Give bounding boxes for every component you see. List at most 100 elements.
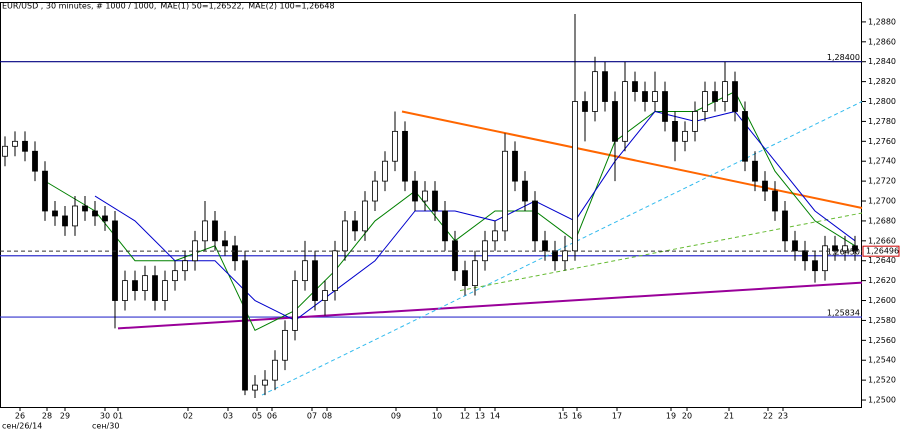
candle-body xyxy=(762,180,768,192)
candle-body xyxy=(242,260,248,391)
candle-body xyxy=(302,260,308,282)
candle-body xyxy=(282,329,288,361)
candle-body xyxy=(462,270,468,287)
candle-body xyxy=(82,205,88,212)
candle-body xyxy=(442,210,448,242)
x-tick-label: 15 xyxy=(558,412,568,421)
x-tick-label: 22 xyxy=(763,412,773,421)
candle-body xyxy=(52,210,58,217)
x-tick-label: 29 xyxy=(60,412,70,421)
x-tick-label: 10 xyxy=(432,412,442,421)
date-label: сен/26/14 xyxy=(2,422,42,431)
candle-body xyxy=(332,250,338,291)
candle-body xyxy=(802,250,808,262)
candle-body xyxy=(492,230,498,242)
candle-body xyxy=(602,71,608,102)
candle-body xyxy=(272,359,278,381)
candle-body xyxy=(662,91,668,122)
candle-body xyxy=(582,101,588,112)
y-tick-label: 1,2580 xyxy=(868,316,896,325)
x-tick-label: 07 xyxy=(307,412,317,421)
candle-body xyxy=(182,260,188,272)
candle-body xyxy=(172,270,178,282)
candle-body xyxy=(202,220,208,242)
y-tick-label: 1,2800 xyxy=(868,97,896,106)
candle-body xyxy=(132,280,138,291)
x-tick-label: 14 xyxy=(490,412,500,421)
trend-line xyxy=(117,281,863,330)
candle-body xyxy=(72,205,78,227)
y-tick-label: 1,2640 xyxy=(868,256,896,265)
x-tick-label: 21 xyxy=(724,412,734,421)
candle-body xyxy=(632,81,638,92)
candle-body xyxy=(592,71,598,112)
y-tick-label: 1,2840 xyxy=(868,57,896,66)
candle-body xyxy=(842,245,848,252)
x-tick-label: 28 xyxy=(42,412,52,421)
candle-body xyxy=(562,250,568,262)
y-tick-label: 1,2600 xyxy=(868,296,896,305)
y-tick-label: 1,2520 xyxy=(868,376,896,385)
y-tick-label: 1,2680 xyxy=(868,216,896,225)
candle-body xyxy=(732,81,738,112)
candle-body xyxy=(812,260,818,272)
candle-body xyxy=(792,240,798,252)
candle-body xyxy=(232,245,238,262)
candle-body xyxy=(452,240,458,272)
candle-body xyxy=(312,260,318,301)
candle-body xyxy=(102,215,108,222)
y-tick-label: 1,2620 xyxy=(868,276,896,285)
candle-body xyxy=(2,145,8,157)
x-tick-label: 26 xyxy=(15,412,25,421)
trend-line xyxy=(459,212,863,292)
candle-body xyxy=(412,180,418,202)
candle-body xyxy=(62,215,68,227)
trend-line xyxy=(261,101,863,396)
date-label: сен/30 xyxy=(92,422,119,431)
candle-body xyxy=(652,91,658,102)
x-tick-label: 06 xyxy=(267,412,277,421)
candle-body xyxy=(612,101,618,142)
level-label: 1,26450 xyxy=(827,247,860,256)
x-tick-label: 03 xyxy=(223,412,233,421)
candle-body xyxy=(12,140,18,147)
candle-body xyxy=(32,150,38,172)
candle-body xyxy=(722,81,728,102)
candle-body xyxy=(572,101,578,252)
current-price-box xyxy=(862,245,900,257)
chart-title: MAE(2) 100=1,26648 xyxy=(248,2,334,11)
y-tick-label: 1,2760 xyxy=(868,137,896,146)
y-tick-label: 1,2740 xyxy=(868,157,896,166)
x-tick-label: 05 xyxy=(252,412,262,421)
candle-body xyxy=(672,121,678,142)
candle-body xyxy=(382,160,388,182)
candle-body xyxy=(422,190,428,202)
candle-body xyxy=(542,240,548,252)
y-tick-label: 1,2660 xyxy=(868,236,896,245)
x-tick-label: 01 xyxy=(113,412,123,421)
chart-title: MAE(1) 50=1,26522, xyxy=(160,2,244,11)
y-tick-label: 1,2540 xyxy=(868,356,896,365)
level-label: 1,28400 xyxy=(827,53,860,62)
x-tick-label: 16 xyxy=(572,412,582,421)
candle-body xyxy=(252,384,258,391)
candle-body xyxy=(22,140,28,152)
candle-body xyxy=(622,81,628,142)
y-tick-label: 1,2560 xyxy=(868,336,896,345)
current-price-label: 1,26496 xyxy=(866,247,899,256)
x-tick-label: 30 xyxy=(100,412,110,421)
candle-body xyxy=(292,280,298,331)
candle-body xyxy=(552,250,558,262)
candle-body xyxy=(112,220,118,301)
y-tick-label: 1,2720 xyxy=(868,177,896,186)
y-tick-label: 1,2700 xyxy=(868,197,896,206)
candle-body xyxy=(92,210,98,217)
y-tick-label: 1,2860 xyxy=(868,37,896,46)
candle-body xyxy=(152,275,158,301)
candle-body xyxy=(682,130,688,142)
candle-body xyxy=(392,130,398,162)
candle-body xyxy=(702,91,708,112)
candle-body xyxy=(262,379,268,386)
candle-body xyxy=(522,180,528,202)
